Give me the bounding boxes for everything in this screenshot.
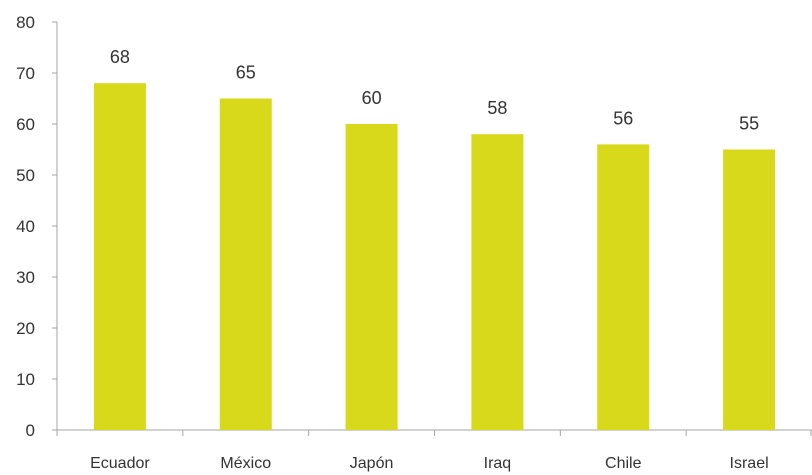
y-tick-label: 70 (16, 64, 35, 83)
y-tick-label: 50 (16, 166, 35, 185)
bars (93, 83, 776, 430)
y-tick-label: 40 (16, 217, 35, 236)
data-label: 55 (739, 114, 759, 134)
bar-iraq (471, 134, 524, 430)
category-label: Iraq (484, 455, 512, 472)
category-label: México (220, 455, 271, 472)
x-axis: Ecuador México Japón Iraq Chile Israel (56, 429, 812, 472)
data-label: 56 (613, 108, 633, 128)
category-label: Israel (730, 455, 769, 472)
data-labels: 68 65 60 58 56 55 (110, 47, 759, 133)
y-tick-label: 80 (16, 13, 35, 32)
data-label: 65 (236, 63, 256, 83)
category-label: Ecuador (90, 455, 150, 472)
y-tick-label: 60 (16, 115, 35, 134)
y-axis: 0 10 20 30 40 50 60 70 80 (16, 13, 58, 440)
bar-méxico (219, 98, 272, 430)
data-label: 68 (110, 47, 130, 67)
bar-japón (345, 124, 398, 430)
data-label: 60 (362, 88, 382, 108)
y-tick-label: 0 (26, 421, 35, 440)
bar-chile (597, 144, 650, 430)
y-tick-label: 10 (16, 370, 35, 389)
bar-israel (723, 149, 776, 430)
category-label: Chile (605, 455, 642, 472)
category-label: Japón (350, 455, 394, 472)
y-tick-label: 20 (16, 319, 35, 338)
y-tick-label: 30 (16, 268, 35, 287)
bar-ecuador (93, 83, 146, 430)
data-label: 58 (487, 98, 507, 118)
